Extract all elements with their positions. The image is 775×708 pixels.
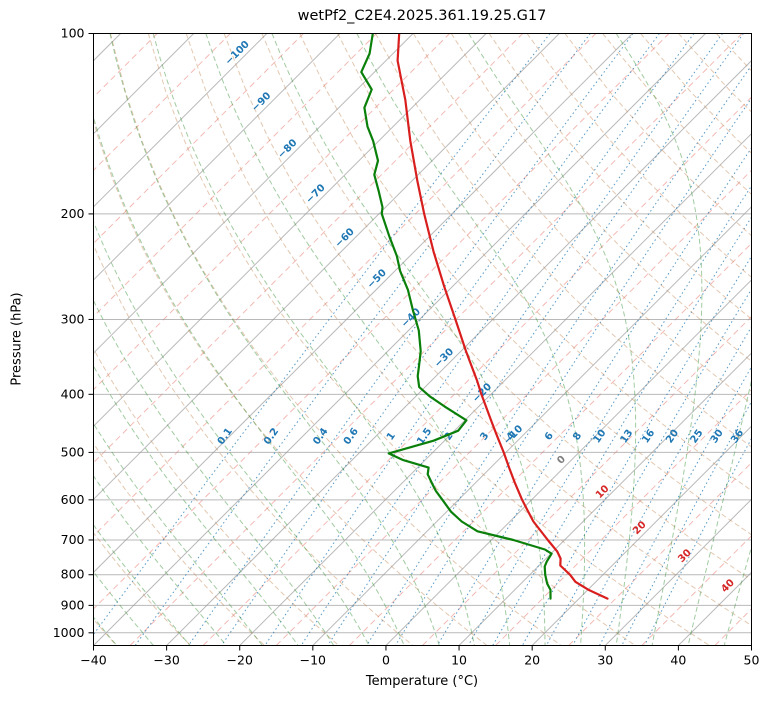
x-tick-label: 10 — [451, 653, 467, 668]
mixing-ratio-label: 0.6 — [342, 426, 361, 447]
moist-adiabats — [93, 33, 752, 646]
isotherm-label: 20 — [631, 519, 649, 537]
isotherm-label: −60 — [333, 226, 357, 250]
isotherm-label: 40 — [719, 577, 737, 595]
x-tick-label: 30 — [597, 653, 613, 668]
dry-adiabats — [93, 33, 752, 646]
x-tick-label: 40 — [670, 653, 686, 668]
dewpoint-line — [360, 33, 553, 600]
y-tick-label: 900 — [61, 597, 85, 612]
y-tick-label: 400 — [61, 386, 85, 401]
isotherm-label: −30 — [433, 346, 457, 370]
isotherm-label: 10 — [594, 483, 612, 501]
mixing-ratio-label: 6 — [543, 431, 556, 443]
x-tick-label: 20 — [524, 653, 540, 668]
y-axis-ticks: 100 200 300 400 500 600 700 800 900 1000 — [53, 26, 94, 640]
y-tick-label: 300 — [61, 311, 85, 326]
isotherm-label: −40 — [399, 306, 423, 330]
isotherm-gridlines — [93, 33, 752, 646]
chart-title: wetPf2_C2E4.2025.361.19.25.G17 — [297, 8, 547, 24]
mixing-ratio-label: 36 — [729, 428, 746, 446]
temperature-line — [396, 33, 609, 600]
x-axis-ticks: −40 −30 −20 −10 0 10 20 30 40 50 — [80, 645, 760, 668]
x-tick-label: 0 — [382, 653, 390, 668]
x-axis-label: Temperature (°C) — [365, 674, 479, 689]
isotherm-label: −90 — [250, 90, 274, 114]
y-tick-label: 700 — [61, 532, 85, 547]
y-tick-label: 600 — [61, 492, 85, 507]
sounding-profiles — [360, 33, 609, 600]
mixing-ratio-label: 0.1 — [216, 426, 235, 447]
isotherm-label: −20 — [471, 381, 495, 405]
x-tick-label: −20 — [227, 653, 253, 668]
mixing-ratio-label: 10 — [592, 428, 609, 446]
mixing-ratio-label: 0.4 — [311, 426, 330, 447]
mixing-ratio-label: 16 — [640, 428, 657, 446]
mixing-ratio-label: 13 — [619, 428, 636, 446]
isotherm-label: −80 — [276, 137, 300, 161]
mixing-ratio-label: 0.2 — [262, 426, 281, 447]
y-tick-label: 1000 — [53, 625, 85, 640]
y-tick-label: 800 — [61, 567, 85, 582]
x-tick-label: −40 — [80, 653, 106, 668]
y-tick-label: 200 — [61, 206, 85, 221]
mixing-ratio-label: 20 — [664, 428, 681, 446]
pressure-gridlines — [93, 33, 752, 634]
y-tick-label: 100 — [61, 26, 85, 41]
mixing-ratio-label: 1 — [385, 431, 398, 443]
isotherm-label: −50 — [365, 267, 389, 291]
x-tick-label: −30 — [153, 653, 179, 668]
x-tick-label: 50 — [744, 653, 760, 668]
y-axis-label: Pressure (hPa) — [9, 292, 25, 386]
isotherm-label: 30 — [676, 547, 694, 565]
mixing-ratio-label: 8 — [571, 431, 584, 443]
isotherm-label: −70 — [304, 182, 328, 206]
axes-frame — [93, 33, 752, 646]
y-tick-label: 500 — [61, 444, 85, 459]
plot-frame — [93, 33, 752, 646]
x-tick-label: −10 — [300, 653, 326, 668]
